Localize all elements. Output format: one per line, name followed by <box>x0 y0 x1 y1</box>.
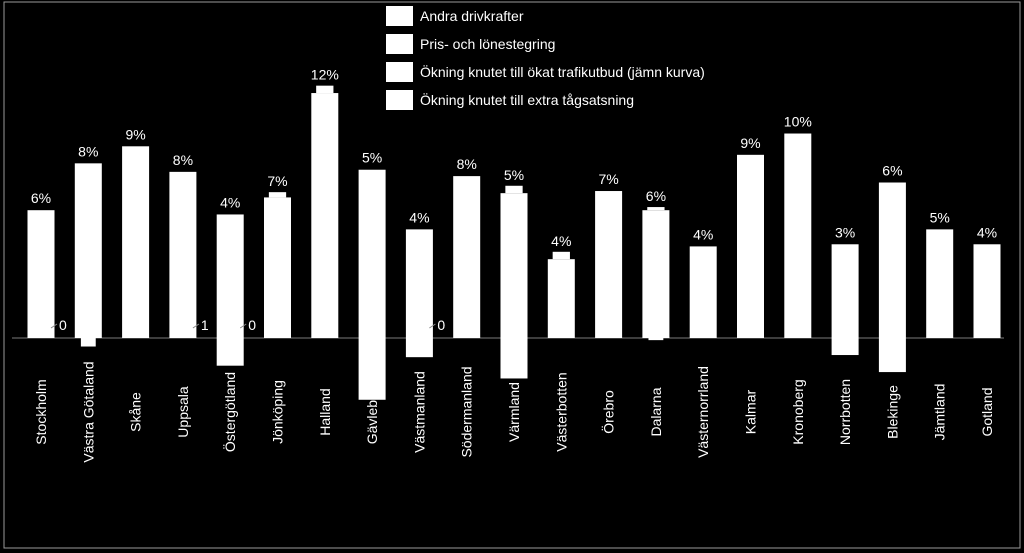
bar-positive <box>122 146 150 338</box>
data-label: 4% <box>693 226 713 242</box>
legend-swatch <box>386 90 413 110</box>
bar-positive <box>737 154 764 338</box>
data-label: 10% <box>784 114 812 130</box>
legend-entry: Ökning knutet till ökat trafikutbud (jäm… <box>420 63 705 80</box>
bar-cap <box>268 192 287 198</box>
small-value-label: 0 <box>437 317 445 333</box>
legend-entry: Ökning knutet till extra tågsatsning <box>420 91 634 108</box>
category-label: Östergötland <box>221 372 238 452</box>
data-label: 12% <box>311 67 339 83</box>
category-label: Dalarna <box>648 387 664 436</box>
bar-negative <box>648 338 664 341</box>
legend-entry: Pris- och lönestegring <box>420 36 555 52</box>
category-label: Värmland <box>506 382 522 442</box>
category-label: Jönköping <box>270 380 286 444</box>
bar-positive <box>689 246 717 338</box>
bar-negative <box>500 338 528 379</box>
legend-entry: Andra drivkrafter <box>420 8 524 24</box>
bar-cap <box>647 207 665 211</box>
data-label: 5% <box>930 209 950 225</box>
category-label: Västra Götaland <box>80 361 96 462</box>
bar-negative <box>358 338 386 400</box>
data-label: 8% <box>173 152 193 168</box>
bar-cap <box>552 251 570 260</box>
category-label: Stockholm <box>33 379 49 444</box>
data-label: 8% <box>78 143 98 159</box>
data-label: 9% <box>125 126 145 142</box>
bar-positive <box>878 182 906 338</box>
legend-swatch <box>386 34 413 54</box>
small-value-label: 0 <box>248 317 256 333</box>
bar-positive <box>27 210 55 338</box>
data-label: 6% <box>31 190 51 206</box>
small-value-label: 1 <box>201 317 209 333</box>
category-label: Jämtland <box>932 384 948 441</box>
data-label: 6% <box>882 163 902 179</box>
label-leader <box>429 323 436 329</box>
data-label: 5% <box>504 167 524 183</box>
label-leader <box>239 323 247 329</box>
bar-positive <box>595 191 623 338</box>
bar-positive <box>784 133 812 338</box>
category-label: Gävleborg <box>364 380 380 445</box>
bar-positive <box>264 197 291 338</box>
bar-positive <box>405 229 433 338</box>
category-label: Kronoberg <box>790 379 806 444</box>
data-label: 7% <box>598 171 618 187</box>
legend-swatch <box>386 62 413 82</box>
bar-negative <box>878 338 906 373</box>
bar-positive <box>642 210 670 338</box>
bar-positive <box>926 229 954 338</box>
label-leader <box>50 323 58 329</box>
category-label: Södermanland <box>459 366 475 457</box>
data-label: 8% <box>457 156 477 172</box>
category-label: Skåne <box>128 392 144 432</box>
bar-cap <box>316 85 334 94</box>
category-label: Örebro <box>600 390 617 434</box>
category-label: Blekinge <box>884 385 900 439</box>
bar-positive <box>973 244 1001 338</box>
bar-negative <box>831 338 859 356</box>
category-label: Norrbotten <box>837 379 853 445</box>
category-label: Västerbotten <box>553 372 569 451</box>
bar-positive <box>453 176 481 338</box>
data-label: 4% <box>409 209 429 225</box>
bar-positive <box>358 169 386 338</box>
bar-positive <box>547 259 575 338</box>
bar-positive <box>216 214 244 338</box>
bar-positive <box>169 171 197 338</box>
legend-swatch <box>386 6 413 26</box>
data-label: 4% <box>551 233 571 249</box>
data-label: 5% <box>362 150 382 166</box>
bar-positive <box>831 244 859 338</box>
bar-positive <box>74 163 102 338</box>
category-label: Kalmar <box>743 389 759 434</box>
bar-negative <box>405 338 433 358</box>
small-value-label: 0 <box>59 317 67 333</box>
category-label: Uppsala <box>175 386 191 438</box>
bar-negative <box>216 338 244 366</box>
category-label: Gotland <box>979 387 995 436</box>
bar-positive <box>500 193 528 338</box>
bar-cap <box>505 185 523 194</box>
data-label: 6% <box>646 188 666 204</box>
category-label: Västernorrland <box>695 366 711 458</box>
label-leader <box>192 323 200 329</box>
category-label: Halland <box>317 388 333 435</box>
bar-positive <box>311 93 339 338</box>
bar-negative <box>80 338 96 347</box>
data-label: 4% <box>220 194 240 210</box>
data-label: 7% <box>267 173 287 189</box>
data-label: 3% <box>835 224 855 240</box>
data-label: 9% <box>740 135 760 151</box>
category-label: Västmanland <box>411 371 427 453</box>
data-label: 4% <box>977 224 997 240</box>
